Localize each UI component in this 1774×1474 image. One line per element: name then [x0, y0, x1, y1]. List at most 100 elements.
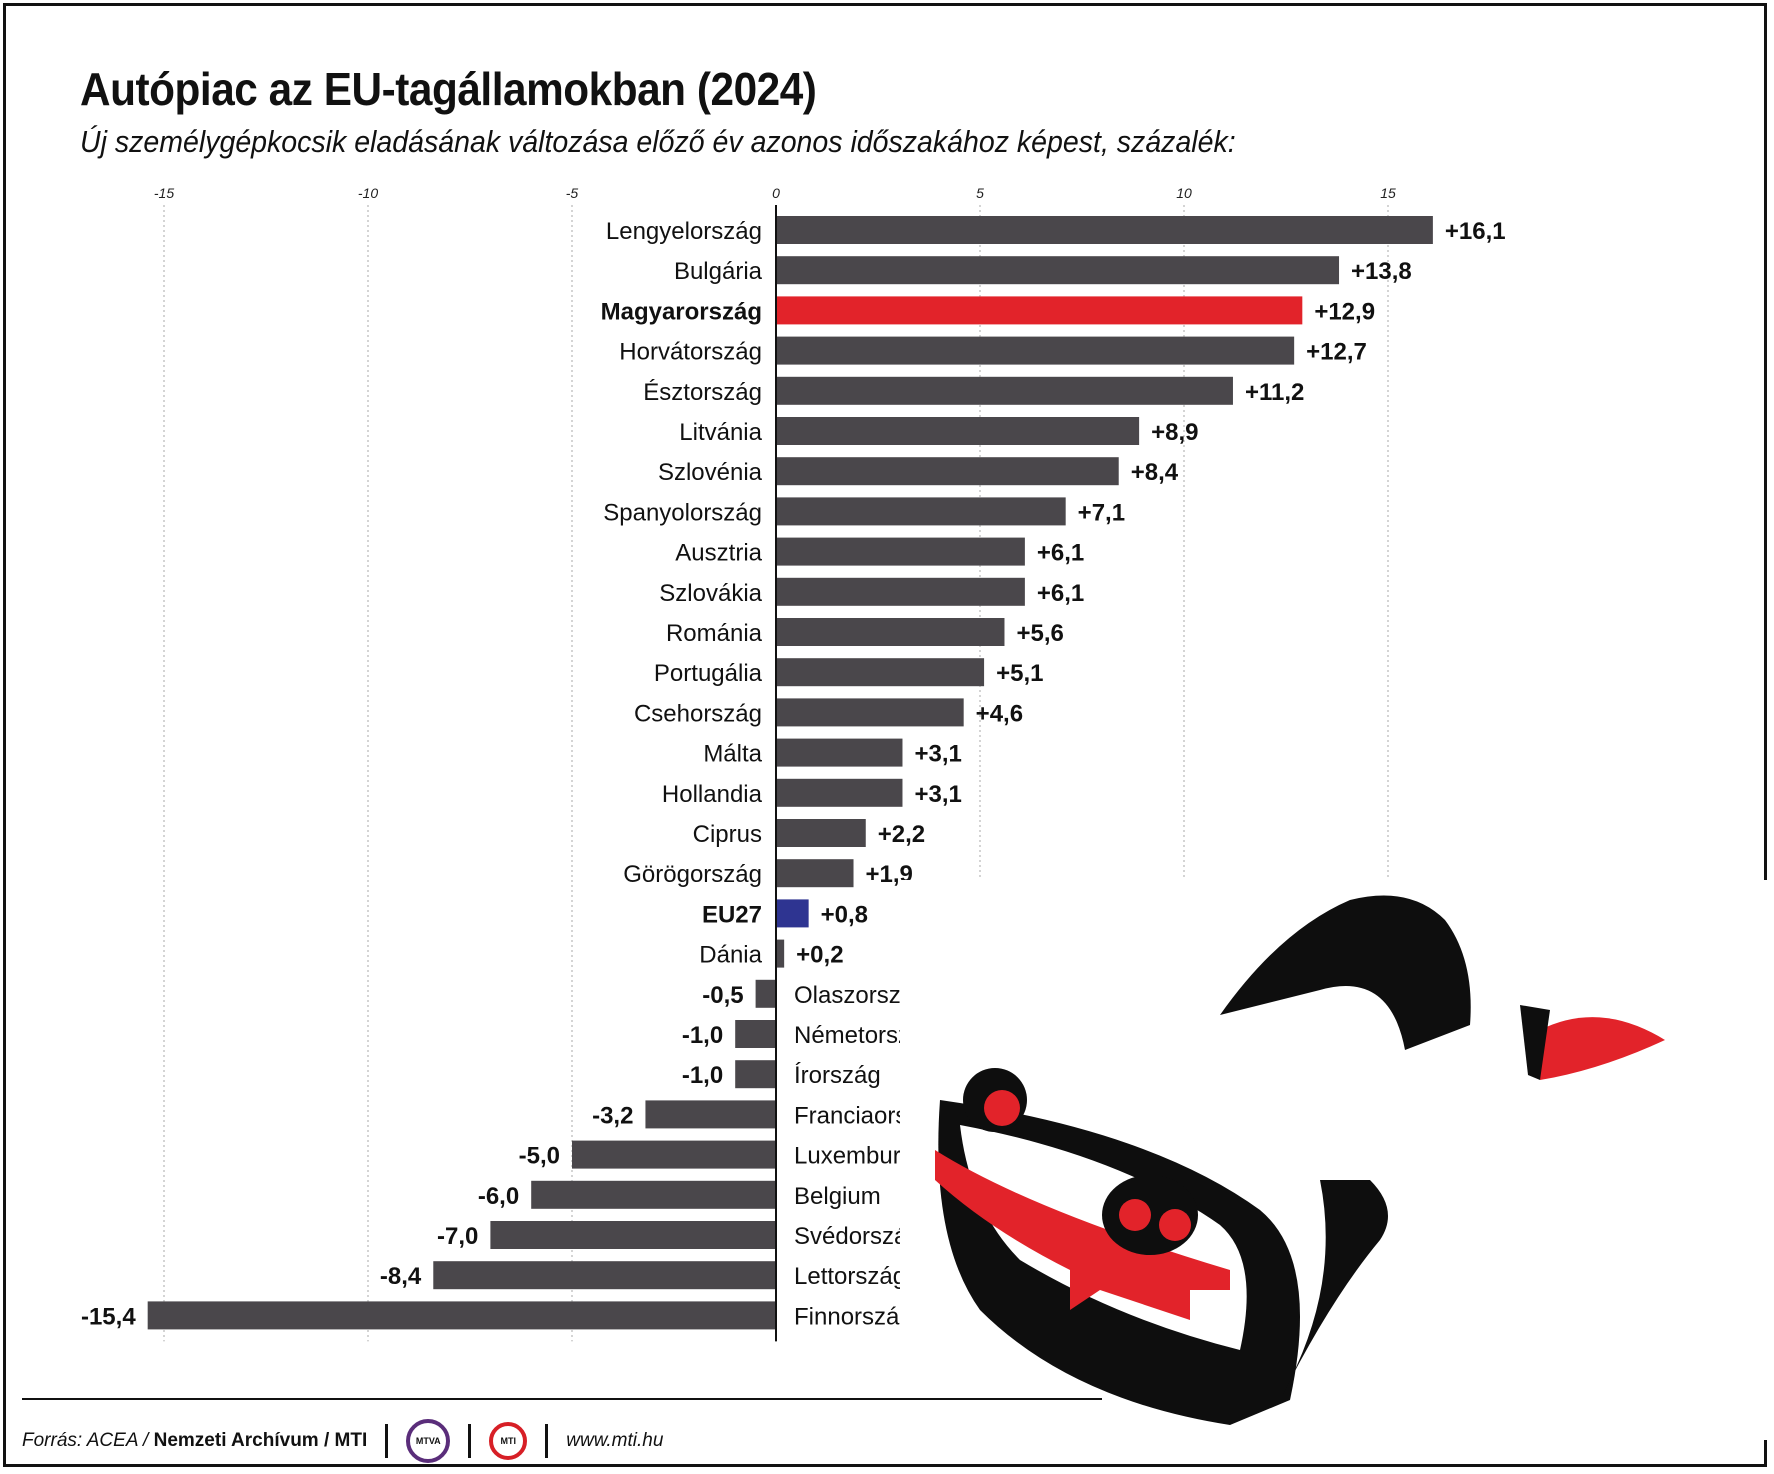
bar — [776, 658, 985, 687]
footer-separator — [385, 1424, 389, 1458]
car-illustration — [900, 880, 1770, 1440]
tick-label: 15 — [1380, 185, 1396, 201]
value-label: +5,1 — [996, 660, 1043, 687]
bar — [776, 457, 1119, 486]
category-label: Dánia — [699, 942, 762, 969]
category-label: Görögország — [623, 861, 762, 888]
bar — [645, 1100, 776, 1129]
footer-separator — [468, 1424, 472, 1458]
tick-label: 0 — [772, 185, 780, 201]
category-label: Belgium — [794, 1183, 881, 1210]
value-label: -8,4 — [380, 1263, 422, 1290]
bar — [735, 1020, 776, 1048]
bar — [531, 1180, 776, 1209]
category-label: Ausztria — [675, 540, 762, 567]
tick-label: -15 — [154, 185, 174, 201]
category-label: Románia — [666, 620, 763, 647]
mti-logo: MTI — [489, 1422, 528, 1460]
bar — [776, 698, 964, 727]
value-label: +8,4 — [1131, 459, 1179, 486]
footer: Forrás: ACEA / Nemzeti Archívum / MTI MT… — [22, 1416, 663, 1466]
bar — [755, 979, 776, 1008]
bar — [433, 1261, 776, 1290]
category-label: Luxemburg — [794, 1143, 914, 1170]
value-label: -5,0 — [519, 1143, 560, 1170]
value-label: +0,2 — [796, 942, 843, 969]
value-label: +11,2 — [1245, 379, 1304, 406]
bar — [776, 296, 1303, 325]
category-label: Hollandia — [662, 781, 763, 808]
tick-label: 5 — [976, 185, 984, 201]
bar — [776, 939, 785, 968]
category-label: Finnország — [794, 1303, 913, 1330]
value-label: +13,8 — [1351, 258, 1412, 285]
bar — [776, 738, 903, 767]
bar — [776, 376, 1233, 405]
category-label: Szlovákia — [659, 580, 762, 607]
category-label: Csehország — [634, 700, 762, 727]
category-label: Portugália — [654, 660, 763, 687]
bar — [776, 537, 1025, 566]
value-label: +2,2 — [878, 821, 925, 848]
bar — [776, 859, 854, 888]
category-label: Spanyolország — [603, 499, 762, 526]
value-label: +12,7 — [1306, 339, 1367, 366]
category-label: Lengyelország — [606, 218, 762, 245]
website-link[interactable]: www.mti.hu — [566, 1430, 664, 1451]
category-label: Litvánia — [679, 419, 762, 446]
value-label: +0,8 — [821, 901, 868, 928]
category-label: Szlovénia — [658, 459, 763, 486]
bar — [490, 1221, 776, 1249]
category-label: Málta — [703, 741, 762, 768]
category-label: Horvátország — [619, 339, 762, 366]
bar — [735, 1060, 776, 1089]
bar — [776, 819, 866, 847]
bar — [572, 1140, 776, 1169]
value-label: +5,6 — [1016, 620, 1063, 647]
bar — [776, 899, 809, 928]
tick-label: -10 — [358, 185, 378, 201]
value-label: +6,1 — [1037, 580, 1084, 607]
bar — [776, 336, 1295, 365]
value-label: +12,9 — [1314, 298, 1375, 325]
category-label: Magyarország — [601, 298, 762, 325]
bar — [776, 256, 1340, 285]
source-label: Forrás: ACEA / — [22, 1430, 149, 1451]
bar — [776, 778, 903, 807]
value-label: -7,0 — [437, 1223, 478, 1250]
source-org: Nemzeti Archívum / MTI — [153, 1430, 368, 1451]
value-label: -1,0 — [682, 1022, 723, 1049]
bar — [776, 618, 1005, 646]
footer-separator — [545, 1424, 549, 1458]
category-label: Svédország — [794, 1223, 921, 1250]
chart-title: Autópiac az EU-tagállamokban (2024) — [80, 63, 817, 115]
value-label: +8,9 — [1151, 419, 1198, 446]
value-label: -0,5 — [702, 982, 743, 1009]
chart-subtitle: Új személygépkocsik eladásának változása… — [80, 124, 1236, 159]
value-label: +3,1 — [914, 741, 961, 768]
tick-label: -5 — [566, 185, 579, 201]
category-label: Észtország — [643, 379, 762, 406]
footer-divider — [22, 1398, 1102, 1400]
value-label: +16,1 — [1445, 218, 1506, 245]
category-label: Írország — [794, 1062, 881, 1089]
category-label: Lettország — [794, 1263, 906, 1290]
tick-label: 10 — [1176, 185, 1192, 201]
value-label: -15,4 — [81, 1303, 136, 1330]
value-label: -1,0 — [682, 1062, 723, 1089]
value-label: +4,6 — [976, 700, 1023, 727]
value-label: -3,2 — [592, 1102, 633, 1129]
category-label: Ciprus — [693, 821, 762, 848]
mtva-logo: MTVA — [406, 1419, 451, 1463]
value-label: +6,1 — [1037, 540, 1084, 567]
value-label: +3,1 — [914, 781, 961, 808]
bar — [776, 497, 1066, 526]
value-label: +7,1 — [1078, 499, 1125, 526]
bar — [776, 417, 1140, 445]
value-label: -6,0 — [478, 1183, 519, 1210]
category-label: EU27 — [702, 901, 762, 928]
category-label: Bulgária — [674, 258, 763, 285]
bar — [147, 1301, 776, 1330]
bar — [776, 577, 1025, 606]
